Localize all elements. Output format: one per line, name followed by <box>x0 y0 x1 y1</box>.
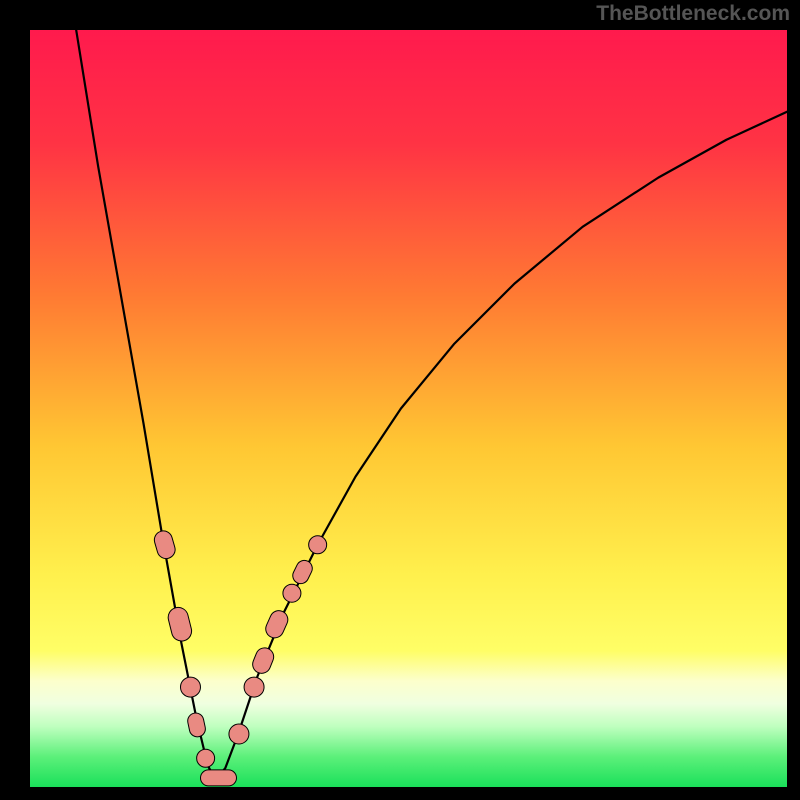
marker-6 <box>229 724 249 744</box>
marker-2 <box>180 677 200 697</box>
marker-4 <box>197 749 215 767</box>
marker-10 <box>283 584 301 602</box>
watermark-text: TheBottleneck.com <box>596 2 790 26</box>
chart-svg <box>30 30 787 787</box>
marker-12 <box>309 536 327 554</box>
marker-7 <box>244 677 264 697</box>
chart-plot-area <box>30 30 787 787</box>
gradient-background <box>30 30 787 787</box>
marker-5 <box>200 770 236 786</box>
